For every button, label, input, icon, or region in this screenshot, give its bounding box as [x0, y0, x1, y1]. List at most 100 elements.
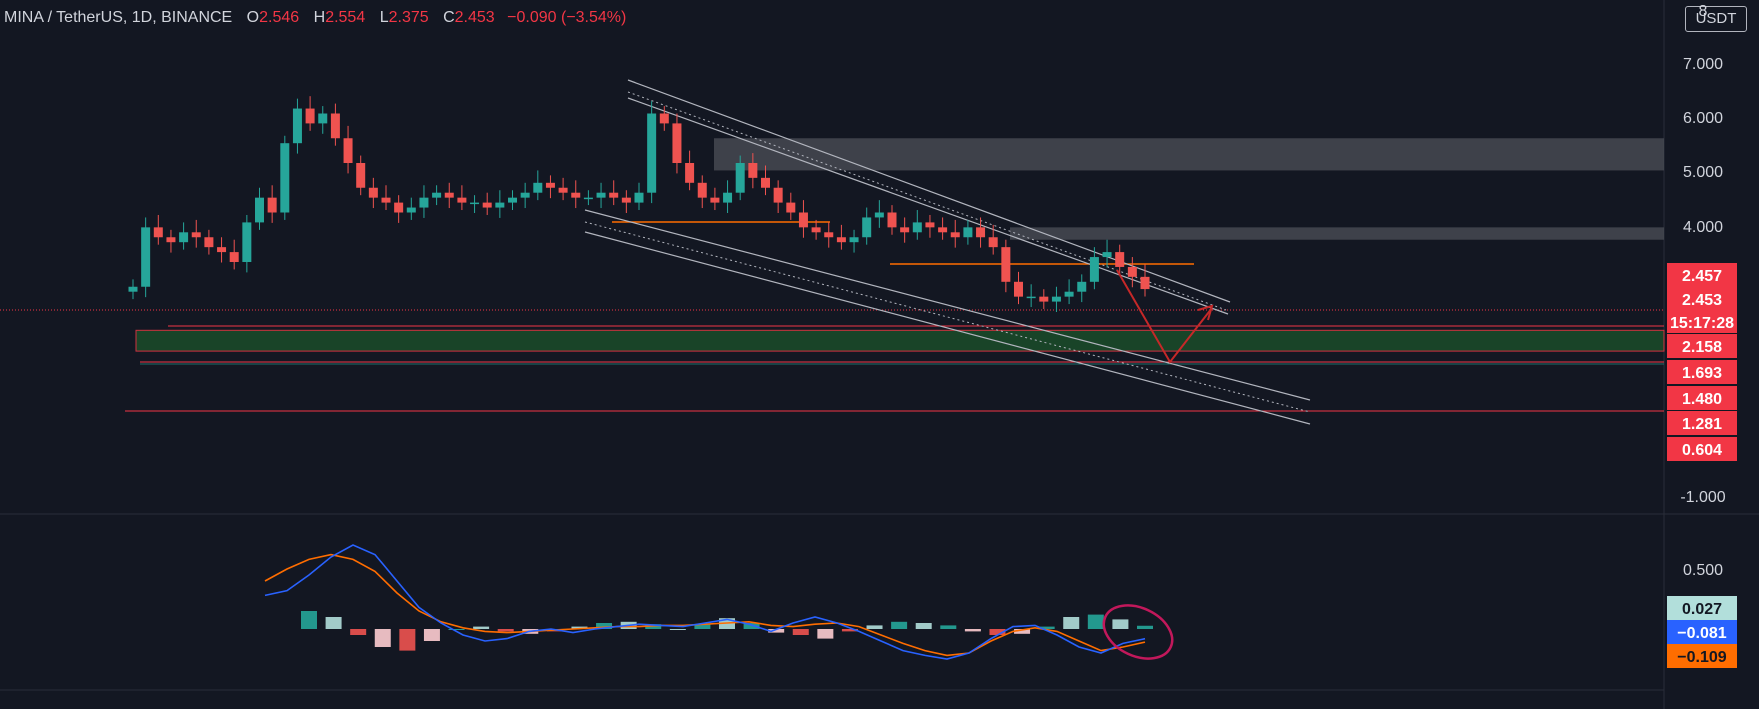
price-badge-macd-line: −0.081	[1667, 620, 1737, 644]
symbol-legend: MINA / TetherUS, 1D, BINANCE O2.546 H2.5…	[4, 9, 626, 27]
projection-arrow	[1116, 269, 1213, 364]
price-badge-macd-hist: 0.027	[1667, 596, 1737, 620]
badge-label: 1.693	[1682, 365, 1722, 382]
low-value: 2.375	[388, 9, 429, 26]
price-badge-level-3: 1.480	[1667, 386, 1737, 410]
low-label: L	[379, 9, 389, 26]
candle-body	[179, 232, 189, 243]
candle-body	[558, 187, 568, 193]
candle-body	[862, 217, 872, 238]
candle-body	[292, 108, 302, 144]
candle-body	[1089, 257, 1099, 282]
candle-body	[748, 163, 758, 178]
candle-body	[432, 192, 442, 198]
candle-body	[685, 163, 695, 183]
candle-body	[482, 202, 492, 208]
price-axis-tick: 0.500	[1683, 562, 1723, 579]
candle-body	[1077, 281, 1087, 292]
candle-body	[267, 197, 277, 213]
macd-histogram-bar	[473, 626, 490, 629]
macd-histogram-bar	[1063, 617, 1080, 629]
badge-background	[1667, 263, 1737, 287]
macd-histogram-bar	[423, 629, 440, 641]
macd-line	[264, 544, 1146, 660]
close-value: 2.453	[454, 9, 495, 26]
price-axis-tick: 8	[1699, 3, 1708, 20]
price-badge-countdown: 15:17:28	[1667, 311, 1737, 333]
macd-histogram-bar	[497, 629, 514, 632]
candle-body	[672, 123, 682, 163]
candle-body	[217, 247, 227, 253]
candle-body	[596, 192, 606, 198]
badge-background	[1667, 644, 1737, 668]
channel-line-2	[627, 97, 1229, 315]
candle-body	[1102, 252, 1112, 258]
macd-histogram-bar	[792, 629, 809, 635]
candle-body	[457, 197, 467, 203]
candle-body	[545, 182, 555, 188]
candle-body	[495, 202, 505, 208]
close-label: C	[443, 9, 455, 26]
open-value: 2.546	[259, 9, 300, 26]
badge-background	[1667, 620, 1737, 644]
badge-label: 2.457	[1682, 268, 1722, 285]
badge-background	[1667, 360, 1737, 384]
candle-body	[419, 197, 429, 208]
price-badge-level-5: 0.604	[1667, 437, 1737, 461]
badge-background	[1667, 437, 1737, 461]
candle-body	[343, 138, 353, 163]
macd-histogram-bar	[350, 629, 367, 635]
macd-histogram-bar	[448, 629, 465, 630]
macd-signal-line	[264, 553, 1146, 657]
candle-body	[1026, 296, 1036, 299]
candle-body	[1039, 296, 1049, 302]
candle-body	[368, 187, 378, 198]
candle-body	[849, 237, 859, 243]
channel-line-5	[584, 231, 1311, 425]
macd-histogram-bar	[669, 629, 686, 630]
candle-body	[659, 113, 669, 124]
candle-body	[976, 227, 986, 238]
projection-arrowhead	[1197, 304, 1214, 321]
candle-body	[571, 192, 581, 198]
candle-body	[938, 227, 948, 233]
macd-histogram-bar	[940, 625, 957, 629]
candle-body	[1051, 296, 1061, 302]
badge-background	[1667, 287, 1737, 311]
candle-body	[583, 197, 593, 200]
candle-body	[950, 232, 960, 238]
currency-button[interactable]: USDT	[1685, 6, 1747, 32]
candle-body	[1014, 281, 1023, 297]
candle-body	[356, 163, 366, 188]
price-axis-tick: -1.000	[1680, 489, 1725, 506]
badge-label: 15:17:28	[1670, 315, 1734, 332]
macd-histogram-bar	[399, 629, 416, 651]
channel-line-1	[627, 91, 1227, 311]
candle-body	[1127, 266, 1137, 277]
macd-histogram-bar	[301, 611, 317, 629]
price-badge-level-2: 1.693	[1667, 360, 1737, 384]
change-value: −0.090 (−3.54%)	[507, 9, 627, 26]
price-axis-tick: 4.000	[1683, 219, 1723, 236]
candle-body	[406, 207, 416, 213]
badge-background	[1667, 411, 1737, 435]
badge-background	[1667, 311, 1737, 333]
candle-body	[242, 222, 252, 262]
candle-body	[318, 113, 328, 124]
annotation-layer	[1102, 269, 1214, 660]
badge-label: 2.453	[1682, 292, 1722, 309]
zone-1	[1010, 227, 1664, 240]
price-axis-tick: 5.000	[1683, 164, 1723, 181]
zone-0	[714, 138, 1664, 171]
badge-label: −0.109	[1677, 649, 1726, 666]
high-value: 2.554	[325, 9, 366, 26]
candle-body	[533, 182, 543, 193]
macd-histogram-bar	[374, 629, 391, 647]
channel-layer	[584, 79, 1311, 425]
candle-body	[444, 192, 454, 198]
badge-label: 0.027	[1682, 601, 1722, 618]
candle-body	[394, 202, 404, 213]
price-badge-level-1: 2.158	[1667, 334, 1737, 358]
macd-histogram-bar	[1038, 626, 1055, 629]
